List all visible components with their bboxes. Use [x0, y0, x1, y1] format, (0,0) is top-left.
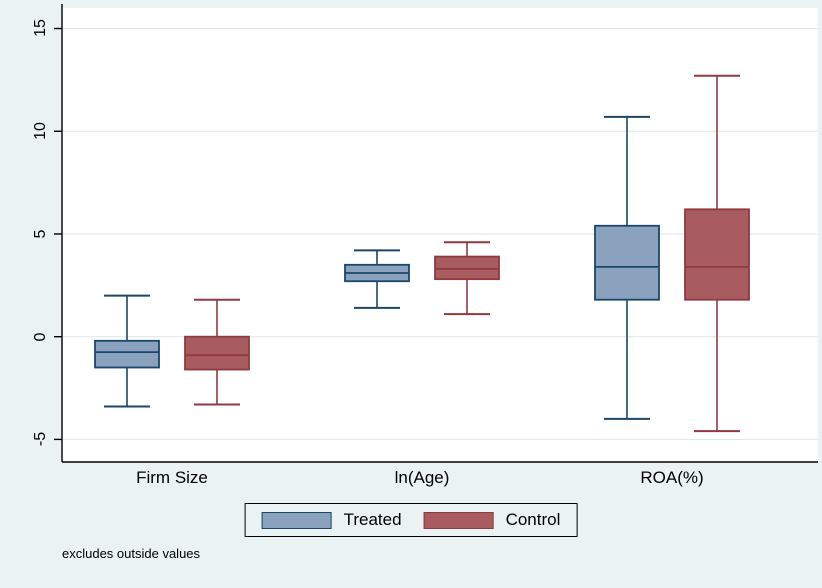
category-label-firm-size: Firm Size: [136, 468, 208, 487]
treated-swatch: [261, 511, 332, 529]
legend-item-control: Control: [423, 510, 561, 530]
y-tick-label: 0: [32, 332, 49, 342]
chart-note: excludes outside values: [62, 546, 201, 561]
legend: Treated Control: [244, 503, 578, 537]
legend-item-treated: Treated: [261, 510, 402, 530]
y-tick-label: 10: [32, 122, 49, 140]
category-label-ln-age: ln(Age): [394, 468, 450, 487]
control-swatch: [423, 511, 494, 529]
category-label-roa: ROA(%): [640, 468, 704, 487]
box-control-2: [684, 208, 750, 301]
box-treated-2: [594, 224, 660, 301]
y-tick-label: -5: [32, 431, 49, 447]
y-tick-label: 5: [32, 229, 49, 239]
box-control-0: [184, 335, 250, 371]
legend-label-control: Control: [505, 510, 561, 529]
box-control-1: [434, 255, 500, 281]
legend-label-treated: Treated: [343, 510, 402, 529]
y-tick-label: 15: [32, 19, 49, 37]
box-treated-0: [94, 339, 160, 369]
